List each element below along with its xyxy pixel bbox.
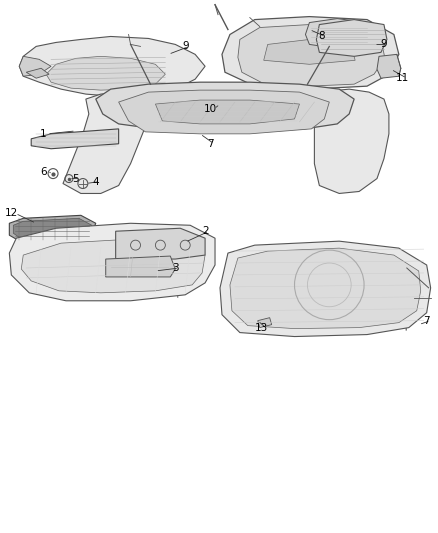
Polygon shape bbox=[31, 129, 119, 149]
Polygon shape bbox=[26, 68, 49, 78]
Polygon shape bbox=[63, 92, 150, 193]
Text: 10: 10 bbox=[204, 104, 217, 114]
Polygon shape bbox=[19, 56, 51, 76]
Polygon shape bbox=[238, 25, 385, 86]
Polygon shape bbox=[96, 82, 354, 131]
Polygon shape bbox=[377, 54, 401, 78]
Text: 7: 7 bbox=[424, 316, 430, 326]
Text: 4: 4 bbox=[92, 176, 99, 187]
Polygon shape bbox=[9, 223, 215, 301]
Polygon shape bbox=[314, 89, 389, 193]
Text: 7: 7 bbox=[207, 139, 213, 149]
Text: 3: 3 bbox=[172, 263, 179, 273]
Text: 12: 12 bbox=[5, 208, 18, 219]
Text: 5: 5 bbox=[73, 174, 79, 183]
Polygon shape bbox=[19, 36, 205, 96]
Text: 8: 8 bbox=[318, 31, 325, 42]
Text: 9: 9 bbox=[381, 39, 387, 50]
Polygon shape bbox=[9, 215, 96, 243]
Polygon shape bbox=[220, 241, 431, 336]
Polygon shape bbox=[222, 17, 399, 89]
Polygon shape bbox=[264, 39, 355, 64]
Text: 2: 2 bbox=[202, 226, 208, 236]
Polygon shape bbox=[258, 318, 272, 328]
Polygon shape bbox=[155, 100, 300, 124]
Polygon shape bbox=[106, 256, 175, 277]
Polygon shape bbox=[119, 90, 329, 134]
Polygon shape bbox=[305, 19, 371, 49]
Polygon shape bbox=[230, 248, 421, 329]
Polygon shape bbox=[46, 56, 165, 90]
Polygon shape bbox=[116, 228, 205, 259]
Text: 1: 1 bbox=[40, 129, 46, 139]
Polygon shape bbox=[316, 20, 387, 56]
Text: 13: 13 bbox=[255, 322, 268, 333]
Text: 6: 6 bbox=[40, 167, 46, 176]
Text: 11: 11 bbox=[396, 73, 410, 83]
Text: 9: 9 bbox=[182, 42, 188, 51]
Polygon shape bbox=[13, 219, 92, 240]
Polygon shape bbox=[21, 239, 205, 293]
